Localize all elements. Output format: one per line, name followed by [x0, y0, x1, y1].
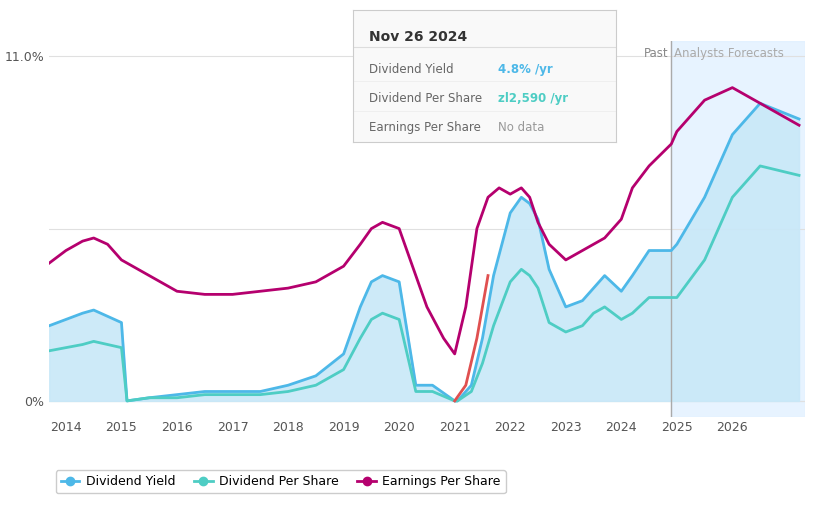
Text: Nov 26 2024: Nov 26 2024 — [369, 30, 467, 44]
Text: No data: No data — [498, 121, 544, 134]
Text: Dividend Yield: Dividend Yield — [369, 63, 453, 76]
Text: Past: Past — [644, 47, 668, 60]
Text: Earnings Per Share: Earnings Per Share — [369, 121, 480, 134]
Bar — [672, 41, 805, 417]
Text: zl2,590 /yr: zl2,590 /yr — [498, 92, 567, 105]
Text: 4.8% /yr: 4.8% /yr — [498, 63, 553, 76]
Text: Analysts Forecasts: Analysts Forecasts — [674, 47, 784, 60]
Text: Dividend Per Share: Dividend Per Share — [369, 92, 482, 105]
Legend: Dividend Yield, Dividend Per Share, Earnings Per Share: Dividend Yield, Dividend Per Share, Earn… — [56, 470, 506, 493]
